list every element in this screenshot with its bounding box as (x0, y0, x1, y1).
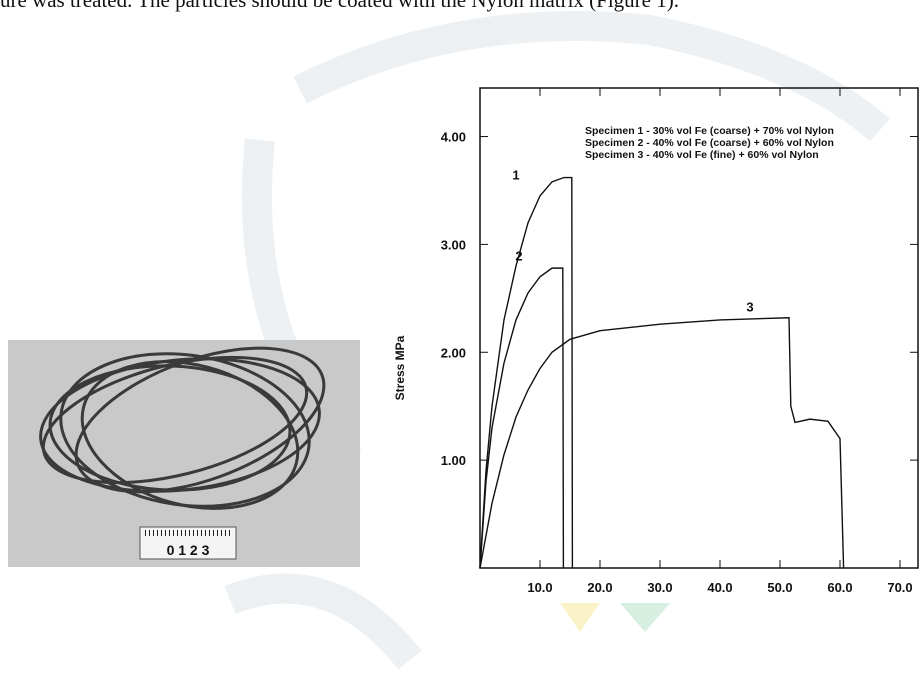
curve-label: 1 (512, 168, 519, 183)
plot-frame (479, 87, 919, 569)
y-tick-label: 1.00 (441, 453, 466, 468)
legend-entry: Specimen 3 - 40% vol Fe (fine) + 60% vol… (585, 149, 819, 161)
watermark-triangle (620, 603, 670, 632)
body-text: ure was treated. The particles should be… (0, 0, 679, 12)
legend-entry: Specimen 1 - 30% vol Fe (coarse) + 70% v… (585, 125, 834, 137)
x-tick-label: 10.0 (527, 580, 552, 595)
ruler-label: 0 1 2 3 (167, 542, 210, 558)
x-tick-label: 50.0 (767, 580, 792, 595)
y-axis-label: Stress MPa (393, 335, 407, 400)
y-tick-label: 3.00 (441, 237, 466, 252)
x-tick-label: 70.0 (887, 580, 912, 595)
watermark-triangle (560, 603, 600, 632)
series-line (479, 267, 565, 569)
legend-entry: Specimen 2 - 40% vol Fe (coarse) + 60% v… (585, 137, 834, 149)
x-tick-label: 30.0 (647, 580, 672, 595)
series-line (479, 317, 845, 569)
chart: 10.0 20.0 30.0 40.0 50.0 60.0 70.0 1.00 2.00 3.00… (393, 87, 919, 595)
x-tick-label: 60.0 (827, 580, 852, 595)
x-tick-label: 40.0 (707, 580, 732, 595)
y-tick-label: 2.00 (441, 345, 466, 360)
y-tick-label: 4.00 (441, 130, 466, 145)
curve-label: 3 (746, 299, 753, 314)
photo: 0 1 2 3 (8, 340, 360, 567)
curve-label: 2 (515, 249, 522, 264)
x-tick-label: 20.0 (587, 580, 612, 595)
series-line (479, 176, 574, 569)
